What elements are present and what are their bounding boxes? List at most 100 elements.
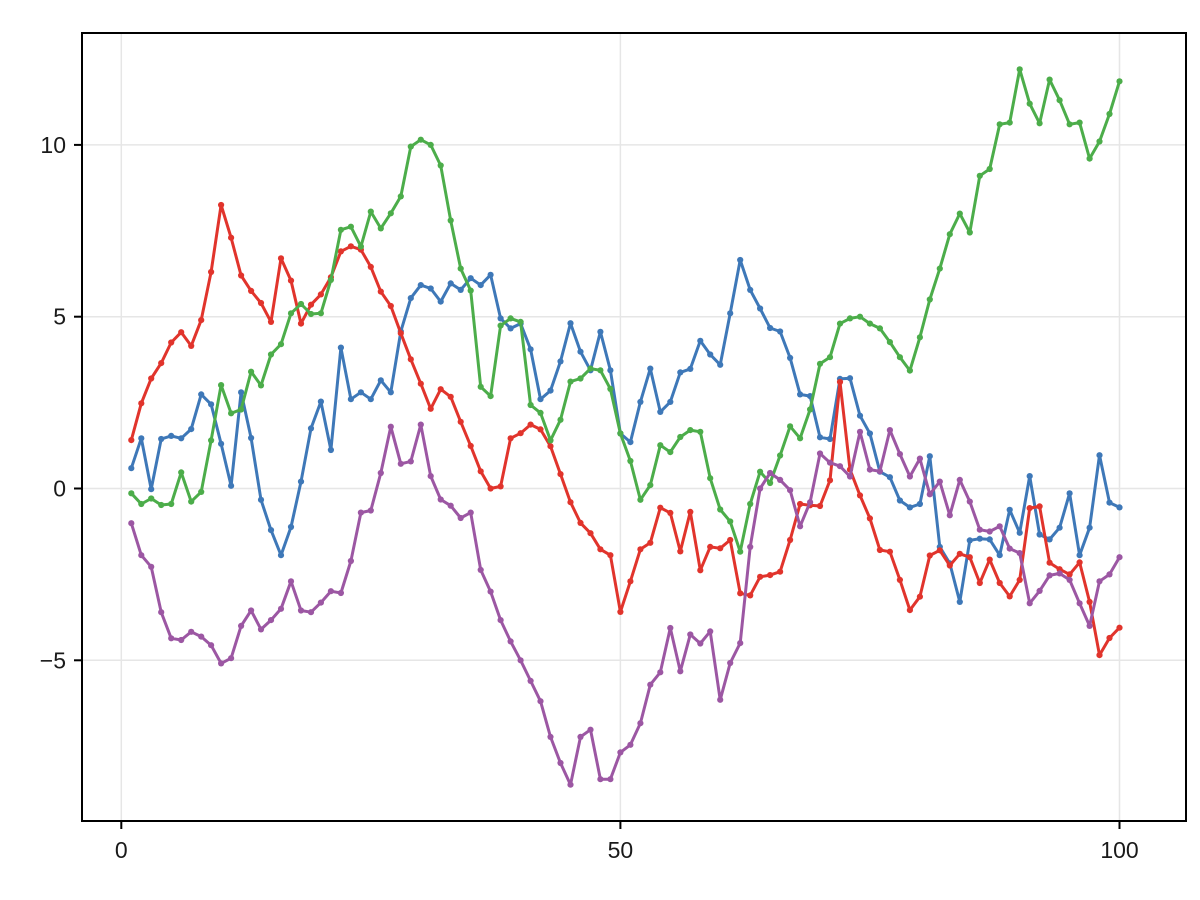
series-green-marker bbox=[757, 468, 764, 475]
series-blue-marker bbox=[797, 391, 804, 398]
series-red-marker bbox=[567, 499, 574, 506]
series-green-marker bbox=[497, 322, 504, 329]
series-red-marker bbox=[148, 375, 155, 382]
series-red-marker bbox=[1036, 503, 1043, 510]
series-blue-marker bbox=[1046, 536, 1053, 543]
series-red-marker bbox=[277, 255, 285, 262]
series-purple-marker bbox=[417, 421, 424, 428]
series-purple-marker bbox=[687, 631, 694, 638]
series-blue-marker bbox=[297, 478, 305, 485]
series-red-marker bbox=[297, 320, 305, 327]
series-green-marker bbox=[787, 423, 794, 430]
series-purple-marker bbox=[547, 733, 554, 741]
series-green-marker bbox=[1076, 119, 1083, 126]
series-red-marker bbox=[198, 317, 205, 324]
series-green-marker bbox=[1036, 120, 1043, 127]
series-purple-marker bbox=[517, 657, 524, 664]
series-red-marker bbox=[248, 287, 255, 294]
series-green-marker bbox=[557, 416, 564, 423]
series-green-marker bbox=[377, 225, 384, 232]
series-green-marker bbox=[487, 393, 494, 400]
series-green-marker bbox=[1026, 100, 1033, 107]
series-red-marker bbox=[637, 546, 644, 553]
series-purple-marker bbox=[397, 460, 404, 467]
series-green-marker bbox=[437, 162, 444, 169]
series-purple-marker bbox=[277, 605, 285, 612]
series-purple-marker bbox=[128, 520, 135, 527]
y-tick-label-5: 5 bbox=[53, 304, 66, 330]
series-blue-marker bbox=[956, 598, 963, 606]
series-blue-marker bbox=[467, 275, 474, 282]
series-purple-marker bbox=[767, 469, 774, 477]
series-green-marker bbox=[697, 428, 704, 435]
series-blue-marker bbox=[737, 256, 744, 264]
series-blue-marker bbox=[557, 358, 564, 365]
series-green-marker bbox=[527, 401, 534, 409]
series-blue-marker bbox=[1096, 452, 1103, 459]
series-red-marker bbox=[1046, 559, 1053, 566]
series-red-marker bbox=[387, 302, 394, 310]
series-green-marker bbox=[617, 430, 624, 437]
series-red-marker bbox=[976, 579, 983, 587]
series-purple-marker bbox=[208, 642, 215, 649]
y-tick-label-0: 0 bbox=[53, 476, 66, 502]
series-green-marker bbox=[1116, 78, 1123, 85]
series-purple-marker bbox=[457, 514, 464, 522]
series-red-marker bbox=[856, 492, 864, 499]
series-red-marker bbox=[647, 539, 654, 546]
series-green-marker bbox=[248, 368, 255, 375]
series-red-marker bbox=[417, 380, 424, 387]
series-green-marker bbox=[866, 320, 874, 327]
series-red-marker bbox=[178, 329, 185, 336]
series-blue-marker bbox=[667, 398, 674, 405]
series-green-marker bbox=[767, 479, 774, 487]
series-green-marker bbox=[1066, 121, 1073, 128]
series-purple-marker bbox=[1016, 550, 1023, 557]
series-green-marker bbox=[647, 482, 654, 489]
series-blue-marker bbox=[307, 425, 315, 432]
series-red-marker bbox=[467, 442, 474, 449]
series-blue-marker bbox=[996, 552, 1003, 559]
series-green-marker bbox=[517, 318, 524, 325]
series-green-marker bbox=[537, 409, 544, 416]
series-red-marker bbox=[507, 435, 514, 442]
series-purple-marker bbox=[1006, 545, 1013, 552]
series-blue-marker bbox=[208, 401, 215, 408]
series-purple-marker bbox=[637, 720, 644, 727]
series-blue-marker bbox=[1036, 531, 1043, 538]
series-blue-marker bbox=[707, 351, 714, 358]
series-purple-marker bbox=[238, 622, 245, 630]
series-green-marker bbox=[1006, 119, 1013, 126]
series-red-marker bbox=[1026, 505, 1033, 512]
series-purple-marker bbox=[437, 496, 444, 503]
series-red-marker bbox=[457, 418, 464, 425]
series-green-marker bbox=[307, 310, 315, 318]
series-purple-marker bbox=[956, 476, 963, 483]
series-blue-marker bbox=[767, 324, 774, 332]
series-purple-marker bbox=[657, 669, 664, 676]
series-blue-marker bbox=[1086, 524, 1093, 531]
series-purple-marker bbox=[367, 507, 374, 514]
series-blue-marker bbox=[347, 396, 354, 403]
series-green-marker bbox=[567, 378, 574, 385]
series-red-marker bbox=[1006, 593, 1013, 600]
series-purple-marker bbox=[267, 617, 275, 624]
series-red-marker bbox=[816, 502, 824, 510]
series-red-line bbox=[129, 203, 1121, 657]
series-purple-marker bbox=[747, 543, 754, 551]
series-blue-marker bbox=[717, 361, 724, 368]
series-purple-marker bbox=[617, 749, 624, 756]
series-green-marker bbox=[158, 501, 165, 509]
series-red-marker bbox=[826, 477, 834, 484]
series-purple-marker bbox=[287, 578, 295, 585]
series-blue-marker bbox=[747, 286, 754, 293]
series-green-marker bbox=[257, 382, 265, 389]
series-red-marker bbox=[407, 356, 414, 363]
series-blue-marker bbox=[158, 435, 165, 443]
series-red-marker bbox=[138, 400, 145, 407]
series-green-marker bbox=[677, 433, 684, 441]
series-red-marker bbox=[936, 547, 943, 554]
series-green-marker bbox=[886, 339, 894, 346]
series-red-marker bbox=[1116, 624, 1123, 631]
series-green-marker bbox=[188, 498, 195, 505]
